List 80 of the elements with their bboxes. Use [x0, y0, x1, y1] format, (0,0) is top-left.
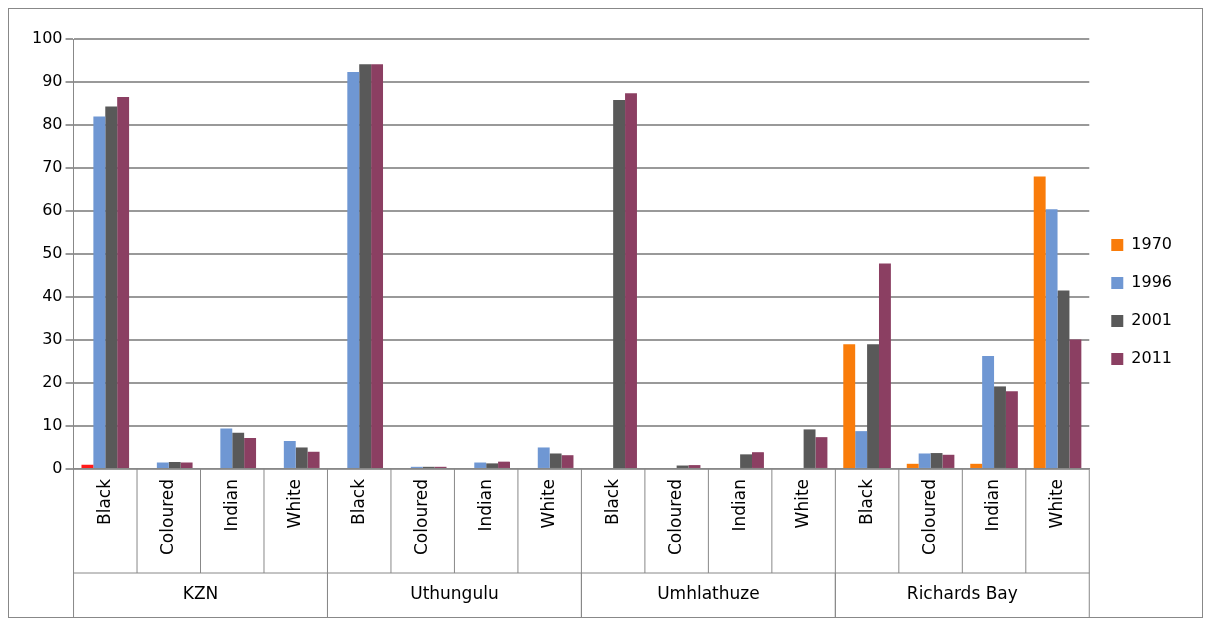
y-tick-label: 0: [52, 458, 63, 478]
bar: [180, 462, 193, 468]
y-tick-label: 20: [42, 372, 63, 392]
bar: [815, 437, 828, 468]
bar: [359, 64, 372, 468]
bar: [347, 72, 360, 468]
bar: [613, 100, 626, 468]
bar: [752, 452, 764, 468]
bar: [994, 386, 1006, 468]
y-tick-label: 70: [42, 157, 63, 177]
bar: [688, 465, 701, 468]
bar: [803, 429, 816, 468]
bar: [371, 64, 384, 468]
bar: [307, 451, 320, 468]
bar: [740, 454, 753, 468]
x-tick-label: Indian: [728, 478, 749, 532]
x-tick-label: Black: [601, 478, 622, 525]
y-tick-label: 80: [42, 114, 63, 134]
bar: [867, 344, 879, 468]
x-tick-label: White: [284, 478, 305, 529]
bar: [1033, 176, 1046, 468]
bar: [918, 453, 931, 468]
bar: [942, 454, 955, 468]
bar: [549, 453, 562, 468]
y-tick-label: 30: [42, 329, 63, 349]
bar: [561, 455, 574, 468]
x-tick-label: Black: [93, 478, 114, 525]
text: Umhlathuze: [657, 583, 760, 604]
bar: [93, 116, 106, 468]
x-tick-label: Coloured: [157, 478, 178, 556]
x-tick-label: Coloured: [918, 478, 939, 556]
bar: [878, 263, 891, 468]
bar: [1005, 391, 1018, 468]
x-tick-label: Indian: [220, 478, 241, 532]
text: KZN: [182, 583, 219, 604]
bar: [220, 428, 233, 468]
bar: [474, 462, 487, 468]
legend-label: 2001: [1131, 310, 1172, 330]
x-tick-label: White: [792, 478, 813, 529]
legend-label: 1996: [1131, 272, 1172, 292]
bar: [982, 355, 995, 468]
bar: [81, 464, 94, 468]
y-tick-label: 90: [42, 71, 63, 91]
x-tick-label: Coloured: [411, 478, 432, 556]
y-tick-label: 50: [42, 243, 63, 263]
bar: [283, 441, 296, 468]
x-tick-label: White: [1045, 478, 1066, 529]
x-tick-label: Indian: [474, 478, 495, 532]
legend-label: 2011: [1131, 348, 1172, 368]
bar: [232, 432, 245, 468]
text: Uthungulu: [410, 583, 499, 604]
y-tick-label: 40: [42, 286, 63, 306]
bar: [105, 106, 118, 468]
y-tick-label: 60: [42, 200, 63, 220]
x-tick-label: Black: [855, 478, 876, 525]
text: Richards Bay: [906, 583, 1018, 604]
bar: [1069, 339, 1082, 468]
bar: [1045, 209, 1058, 468]
bar: [498, 461, 510, 468]
bar: [970, 463, 983, 468]
bar: [1057, 290, 1070, 468]
bar: [930, 453, 943, 468]
bar: [537, 447, 550, 468]
x-tick-label: Indian: [982, 478, 1003, 532]
bar: [625, 93, 637, 468]
bar: [906, 463, 919, 468]
legend-label: 1970: [1131, 234, 1172, 254]
bar: [855, 431, 868, 468]
bar: [295, 447, 308, 468]
bar: [168, 462, 181, 468]
y-tick-label: 10: [42, 415, 63, 435]
x-tick-label: Coloured: [665, 478, 686, 556]
x-tick-label: Black: [347, 478, 368, 525]
x-tick-label: White: [538, 478, 559, 529]
bar: [156, 462, 169, 468]
bar: [486, 463, 499, 468]
bar: [244, 438, 257, 468]
bar: [843, 344, 856, 468]
bar: [117, 97, 130, 468]
y-tick-label: 100: [31, 28, 63, 48]
